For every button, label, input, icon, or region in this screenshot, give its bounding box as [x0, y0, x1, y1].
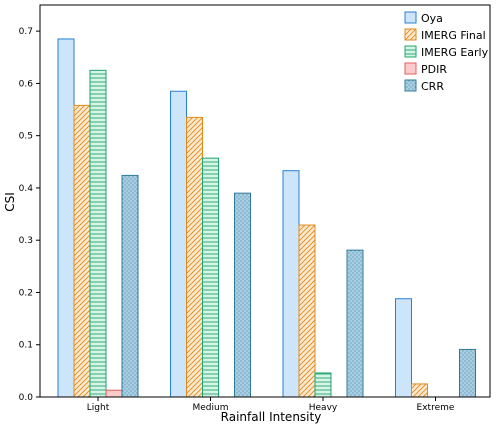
bar-crr-medium	[234, 192, 251, 398]
y-tick-label: 0.7	[19, 27, 33, 37]
y-tick-label: 0.0	[19, 393, 34, 403]
x-tick-label: Extreme	[417, 403, 455, 413]
legend: Oya IMERG Final IMERG Early PDIR CRR	[404, 11, 489, 93]
legend-label-crr: CRR	[421, 80, 444, 93]
bar-imerg-final-heavy	[298, 224, 316, 398]
x-tick-label: Heavy	[309, 403, 338, 413]
bar-oya-medium	[170, 90, 187, 398]
y-tick-label: 0.5	[19, 132, 33, 142]
x-axis: Light Medium Heavy Extreme	[87, 397, 455, 413]
bar-oya-heavy	[282, 170, 300, 398]
y-tick-label: 0.2	[19, 288, 33, 298]
y-tick-label: 0.4	[19, 184, 34, 194]
legend-label-pdir: PDIR	[421, 63, 447, 76]
y-axis: 0.0 0.1 0.2 0.3 0.4 0.5 0.6 0.7	[19, 27, 40, 403]
legend-swatch-imerg-final	[404, 28, 417, 41]
bar-oya-extreme	[395, 298, 412, 398]
bar-crr-extreme	[459, 348, 476, 398]
y-tick-label: 0.6	[19, 79, 34, 89]
legend-swatch-imerg-early	[404, 45, 417, 58]
bar-imerg-final-extreme	[411, 383, 428, 398]
bar-crr-heavy	[346, 249, 364, 398]
legend-label-imerg-final: IMERG Final	[421, 29, 486, 42]
y-tick-label: 0.1	[19, 341, 33, 351]
bar-imerg-early-medium	[202, 157, 219, 398]
y-tick-label: 0.3	[19, 236, 33, 246]
plot-frame	[39, 4, 491, 398]
bar-imerg-early-heavy	[314, 372, 332, 398]
legend-swatch-oya	[404, 11, 417, 24]
legend-label-imerg-early: IMERG Early	[421, 46, 489, 59]
legend-swatch-pdir	[404, 62, 417, 75]
x-tick-label: Light	[87, 403, 110, 413]
legend-label-oya: Oya	[421, 12, 443, 25]
bar-crr-light	[121, 174, 139, 398]
x-axis-label: Rainfall Intensity	[221, 410, 322, 424]
x-tick-label: Medium	[193, 403, 229, 413]
bar-oya-light	[57, 38, 75, 398]
bar-pdir-light	[105, 389, 123, 398]
legend-swatch-crr	[404, 79, 417, 92]
bar-imerg-early-light	[89, 69, 107, 398]
bars-layer	[57, 38, 476, 398]
bar-imerg-final-medium	[186, 116, 203, 398]
bar-imerg-final-light	[73, 104, 91, 398]
y-axis-label: CSI	[3, 192, 17, 212]
